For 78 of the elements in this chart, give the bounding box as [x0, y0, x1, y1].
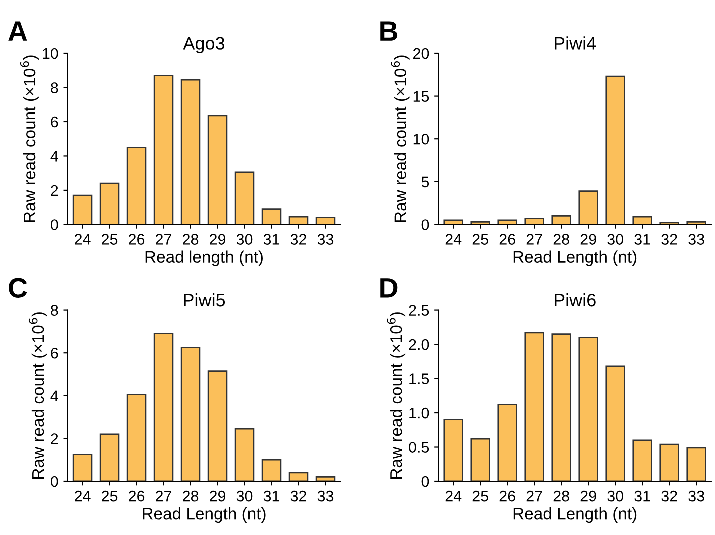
- y-axis-title: Raw read count (×10$^{6}$): [20, 56, 39, 222]
- x-tick-label: 27: [156, 234, 172, 245]
- x-axis-title: Read length (nt): [146, 250, 263, 266]
- x-tick-label: 26: [129, 234, 145, 245]
- y-tick-label: 4: [50, 390, 58, 402]
- y-tick-label: 6: [51, 116, 58, 128]
- text: D: [380, 278, 398, 298]
- y-tick-label: 0: [51, 476, 58, 488]
- y-tick-label: 0: [422, 476, 430, 488]
- x-tick-label: 33: [688, 234, 704, 245]
- x-tick-label: 24: [75, 234, 91, 245]
- y-tick-label: 0.5: [409, 442, 430, 453]
- x-tick-label: 30: [608, 234, 624, 245]
- x-tick-label: 28: [554, 490, 570, 502]
- x-tick-label: 29: [580, 490, 596, 502]
- x-tick-label: 26: [500, 490, 516, 502]
- x-tick-label: 25: [472, 234, 488, 245]
- chart-title: Piwi4: [555, 36, 596, 50]
- x-tick-label: 32: [662, 490, 678, 502]
- x-tick-label: 33: [318, 490, 334, 502]
- x-tick-label: 24: [446, 234, 462, 245]
- x-tick-label: 28: [183, 234, 199, 245]
- x-tick-label: 25: [102, 490, 118, 502]
- y-tick-label: 20: [414, 48, 430, 60]
- y-tick-label: 5: [422, 176, 430, 188]
- chart-title: Piwi6: [555, 293, 596, 307]
- x-tick-label: 24: [75, 490, 91, 502]
- y-axis-title: Raw read count (×10$^{6}$): [391, 56, 410, 222]
- y-tick-label: 4: [50, 151, 58, 162]
- x-axis-title: Read Length (nt): [143, 508, 266, 524]
- x-tick-label: 30: [608, 490, 624, 502]
- x-tick-label: 30: [236, 490, 253, 502]
- text: C: [9, 278, 28, 298]
- x-tick-label: 31: [634, 490, 650, 502]
- x-tick-label: 26: [129, 490, 145, 502]
- x-tick-label: 33: [688, 490, 704, 502]
- x-tick-label: 29: [580, 234, 596, 245]
- y-tick-label: 0: [422, 220, 430, 230]
- y-tick-label: 10: [414, 134, 430, 145]
- x-tick-label: 24: [446, 490, 462, 502]
- y-tick-label: 2.0: [409, 339, 430, 350]
- y-axis-title: Raw read count (×10$^{6}$): [387, 312, 406, 479]
- x-tick-label: 25: [102, 234, 118, 245]
- x-tick-label: 32: [290, 234, 306, 245]
- y-tick-label: 1.5: [410, 374, 430, 384]
- text: B: [380, 22, 398, 41]
- x-tick-label: 28: [554, 234, 570, 245]
- y-tick-label: 1.0: [410, 408, 430, 419]
- x-tick-label: 31: [264, 490, 280, 502]
- y-axis-title: Raw read count (×10$^{6}$): [28, 312, 48, 479]
- y-tick-label: 10: [43, 48, 58, 60]
- x-tick-label: 27: [526, 234, 542, 245]
- text: A: [8, 22, 28, 41]
- x-tick-label: 32: [662, 234, 678, 245]
- x-tick-label: 25: [472, 490, 488, 502]
- x-tick-label: 28: [183, 490, 199, 502]
- y-tick-label: 2: [51, 434, 58, 444]
- x-axis-title: Read Length (nt): [514, 250, 637, 266]
- chart-title: Ago3: [183, 37, 225, 54]
- x-tick-label: 31: [264, 234, 280, 245]
- y-tick-label: 2.5: [409, 305, 430, 316]
- y-tick-label: 0: [51, 220, 58, 230]
- x-tick-label: 33: [318, 234, 334, 245]
- x-tick-label: 29: [210, 234, 226, 245]
- x-tick-label: 32: [290, 490, 306, 502]
- y-tick-label: 6: [51, 348, 58, 359]
- x-tick-label: 26: [500, 234, 516, 245]
- x-tick-label: 30: [236, 234, 253, 245]
- y-tick-label: 15: [414, 91, 430, 102]
- x-tick-label: 27: [156, 490, 172, 502]
- chart-title: Piwi5: [184, 293, 226, 307]
- x-axis-title: Read Length (nt): [514, 508, 637, 524]
- x-tick-label: 27: [526, 490, 542, 502]
- y-tick-label: 8: [51, 82, 58, 94]
- y-tick-label: 2: [51, 185, 58, 196]
- y-tick-label: 8: [51, 305, 58, 316]
- x-tick-label: 29: [210, 490, 226, 502]
- x-tick-label: 31: [634, 234, 650, 245]
